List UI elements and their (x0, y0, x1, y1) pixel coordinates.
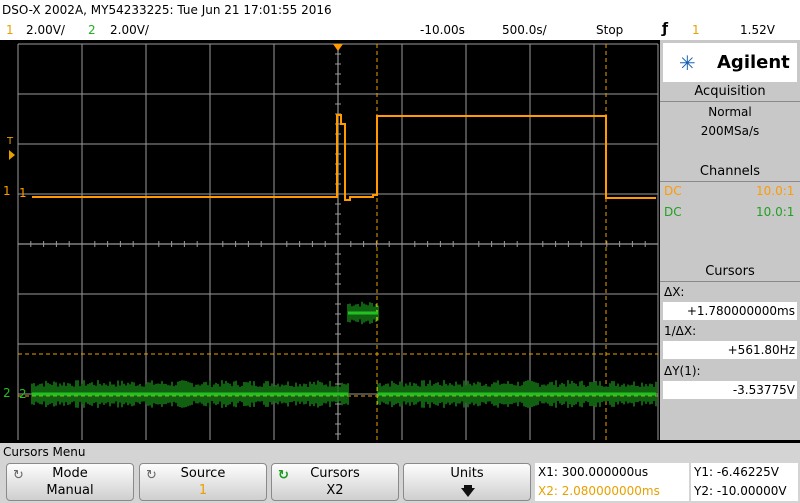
delta-y-label: ΔY(1): (664, 364, 701, 378)
inverse-delta-x-label: 1/ΔX: (664, 324, 697, 338)
delta-y-value: -3.53775V (732, 383, 795, 397)
info-sidebar: ✳ Agilent Acquisition Normal 200MSa/s Ch… (660, 40, 800, 440)
cursors-value: X2 (326, 483, 344, 498)
delta-y-box: -3.53775V (663, 381, 797, 399)
menu-title: Cursors Menu (3, 445, 86, 459)
source-softkey[interactable]: ↻ Source 1 (139, 463, 267, 501)
trigger-source: 1 (692, 23, 700, 37)
x1-readout: X1: 300.000000us (538, 465, 649, 479)
ch2-ground-marker[interactable]: 2 (3, 386, 11, 400)
mode-softkey[interactable]: ↻ Mode Manual (6, 463, 134, 501)
ch1-waveform (32, 114, 656, 201)
arrow-down-icon (461, 485, 475, 497)
ch1-marker[interactable]: 1 (19, 186, 27, 200)
inverse-delta-x-value: +561.80Hz (727, 343, 795, 357)
source-value: 1 (198, 483, 208, 498)
agilent-spark-logo-icon: ✳ (679, 51, 696, 75)
ch2-coupling: DC (664, 205, 682, 219)
rotary-knob-active-icon: ↻ (278, 468, 289, 483)
ch2-marker[interactable]: 2 (19, 387, 27, 401)
run-state[interactable]: Stop (596, 23, 624, 37)
waveform-display[interactable]: 1 1 2 2 T (0, 40, 660, 440)
sample-rate: 200MSa/s (700, 124, 760, 138)
inverse-delta-x-box: +561.80Hz (663, 341, 797, 359)
cursor-y-readouts: Y1: -6.46225V Y2: -10.00000V (691, 463, 798, 501)
rotary-knob-icon: ↻ (13, 468, 24, 483)
ch2-waveform (31, 301, 657, 408)
delta-x-label: ΔX: (664, 285, 685, 299)
rotary-knob-icon: ↻ (146, 468, 157, 483)
y1-readout: Y1: -6.46225V (694, 465, 779, 479)
channels-title: Channels (699, 164, 761, 179)
trigger-level-arrow-icon (9, 150, 15, 160)
graticule (17, 43, 659, 440)
ch1-probe: 10.0:1 (756, 184, 795, 198)
delta-x-value: +1.780000000ms (686, 304, 795, 318)
units-label: Units (450, 466, 484, 481)
brand-name: Agilent (717, 52, 790, 73)
ch1-coupling: DC (664, 184, 682, 198)
ch2-probe: 10.0:1 (756, 205, 795, 219)
ch2-scale[interactable]: 2.00V/ (110, 23, 149, 37)
mode-label: Mode (52, 466, 88, 481)
brand-box: ✳ Agilent (663, 43, 797, 82)
cursor-x-readouts: X1: 300.000000us X2: 2.080000000ms (535, 463, 689, 501)
cursors-softkey[interactable]: ↻ Cursors X2 (271, 463, 399, 501)
instrument-info: DSO-X 2002A, MY54233225: Tue Jun 21 17:0… (2, 3, 332, 17)
trigger-rising-edge-icon: ƒ (662, 21, 669, 37)
timebase-scale[interactable]: 500.0s/ (502, 23, 547, 37)
acquisition-title: Acquisition (694, 84, 766, 99)
y2-readout: Y2: -10.00000V (694, 484, 787, 498)
horizontal-delay[interactable]: -10.00s (420, 23, 465, 37)
ch1-scale[interactable]: 2.00V/ (26, 23, 65, 37)
softkey-menu: Cursors Menu ↻ Mode Manual ↻ Source 1 ↻ … (0, 443, 800, 503)
x2-readout: X2: 2.080000000ms (538, 484, 660, 498)
cursors-title: Cursors (705, 264, 755, 279)
source-label: Source (180, 466, 226, 481)
mode-value: Manual (46, 483, 94, 498)
ch1-number: 1 (6, 23, 14, 37)
ch1-ground-marker[interactable]: 1 (3, 184, 11, 198)
delta-x-box: +1.780000000ms (663, 302, 797, 320)
acquisition-mode: Normal (708, 105, 752, 119)
units-softkey[interactable]: Units (403, 463, 531, 501)
trigger-level[interactable]: 1.52V (740, 23, 775, 37)
trigger-position-icon (333, 44, 343, 51)
trigger-level-marker[interactable]: T (6, 136, 14, 147)
cursors-label: Cursors (310, 466, 360, 481)
ch2-number: 2 (88, 23, 96, 37)
status-header: DSO-X 2002A, MY54233225: Tue Jun 21 17:0… (0, 0, 800, 40)
